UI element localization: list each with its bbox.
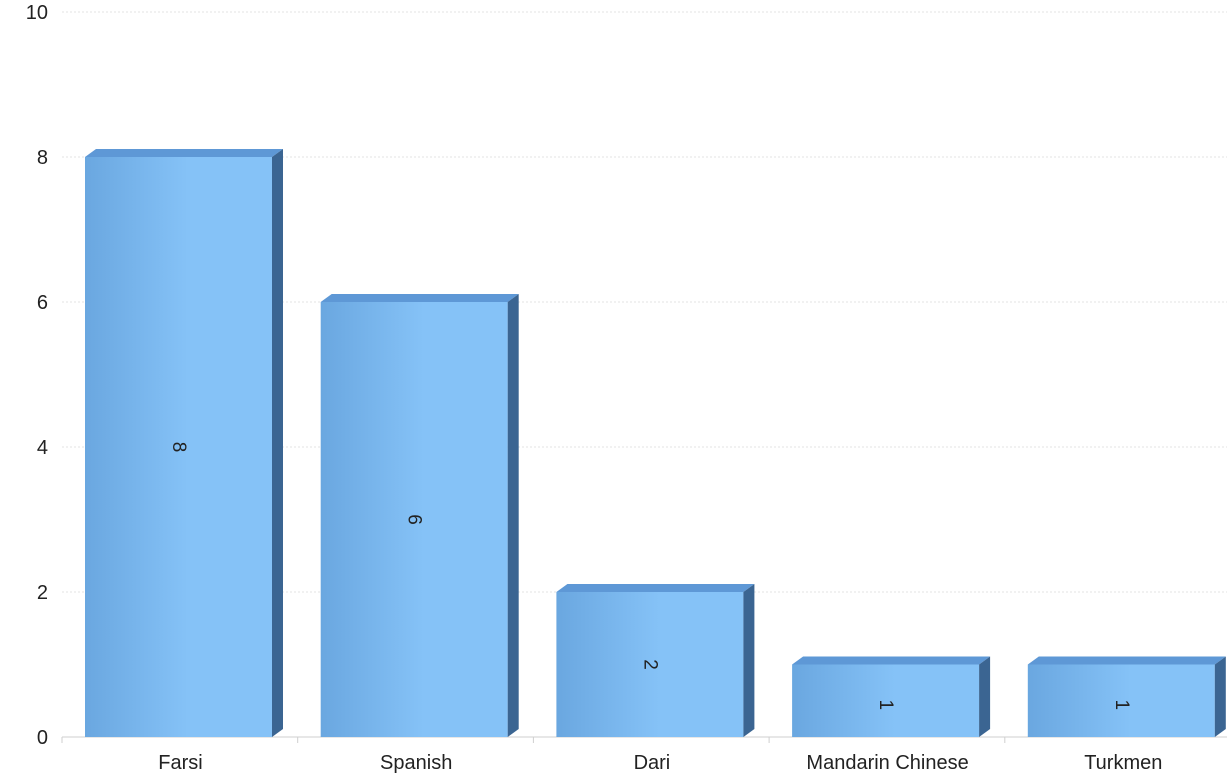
data-label: 1 — [1111, 699, 1132, 710]
bar-turkmen — [1027, 656, 1226, 737]
bar-top — [85, 149, 283, 157]
bar-side — [743, 584, 755, 737]
bar-front — [85, 157, 272, 737]
bar-top — [556, 584, 755, 592]
bar-top — [320, 294, 519, 302]
x-tick-label: Mandarin Chinese — [806, 752, 968, 774]
y-tick-label: 8 — [37, 147, 48, 169]
bar-front — [556, 592, 744, 737]
x-tick-label: Dari — [634, 752, 671, 774]
x-tick-label: Spanish — [380, 752, 452, 774]
bar-front — [320, 302, 508, 737]
y-tick-label: 2 — [37, 582, 48, 604]
bar-side — [979, 656, 991, 737]
bar-side — [507, 294, 519, 737]
data-label: 6 — [404, 514, 425, 525]
bar-front — [1027, 664, 1215, 737]
y-tick-label: 10 — [26, 2, 48, 24]
y-tick-label: 4 — [37, 437, 48, 459]
data-label: 8 — [168, 442, 189, 453]
bar-dari — [556, 584, 755, 737]
y-tick-label: 0 — [37, 727, 48, 749]
bars — [85, 149, 1226, 737]
x-tick-label: Turkmen — [1084, 752, 1162, 774]
bar-side — [1214, 656, 1226, 737]
bar-spanish — [320, 294, 519, 737]
bar-front — [792, 664, 980, 737]
data-label: 2 — [639, 659, 660, 670]
data-label: 1 — [875, 699, 896, 710]
y-tick-label: 6 — [37, 292, 48, 314]
bar-farsi — [85, 149, 283, 737]
bar-mandarin-chinese — [792, 656, 991, 737]
axes — [61, 736, 1227, 743]
bar-top — [1027, 656, 1226, 665]
labels: 0 2 4 6 8 10 8 Farsi 6 Spanish 2 Dari 1 Mandarin Chin… — [26, 2, 1163, 774]
bar-side — [272, 149, 283, 737]
x-tick-label: Farsi — [158, 752, 202, 774]
bar-top — [792, 656, 991, 665]
